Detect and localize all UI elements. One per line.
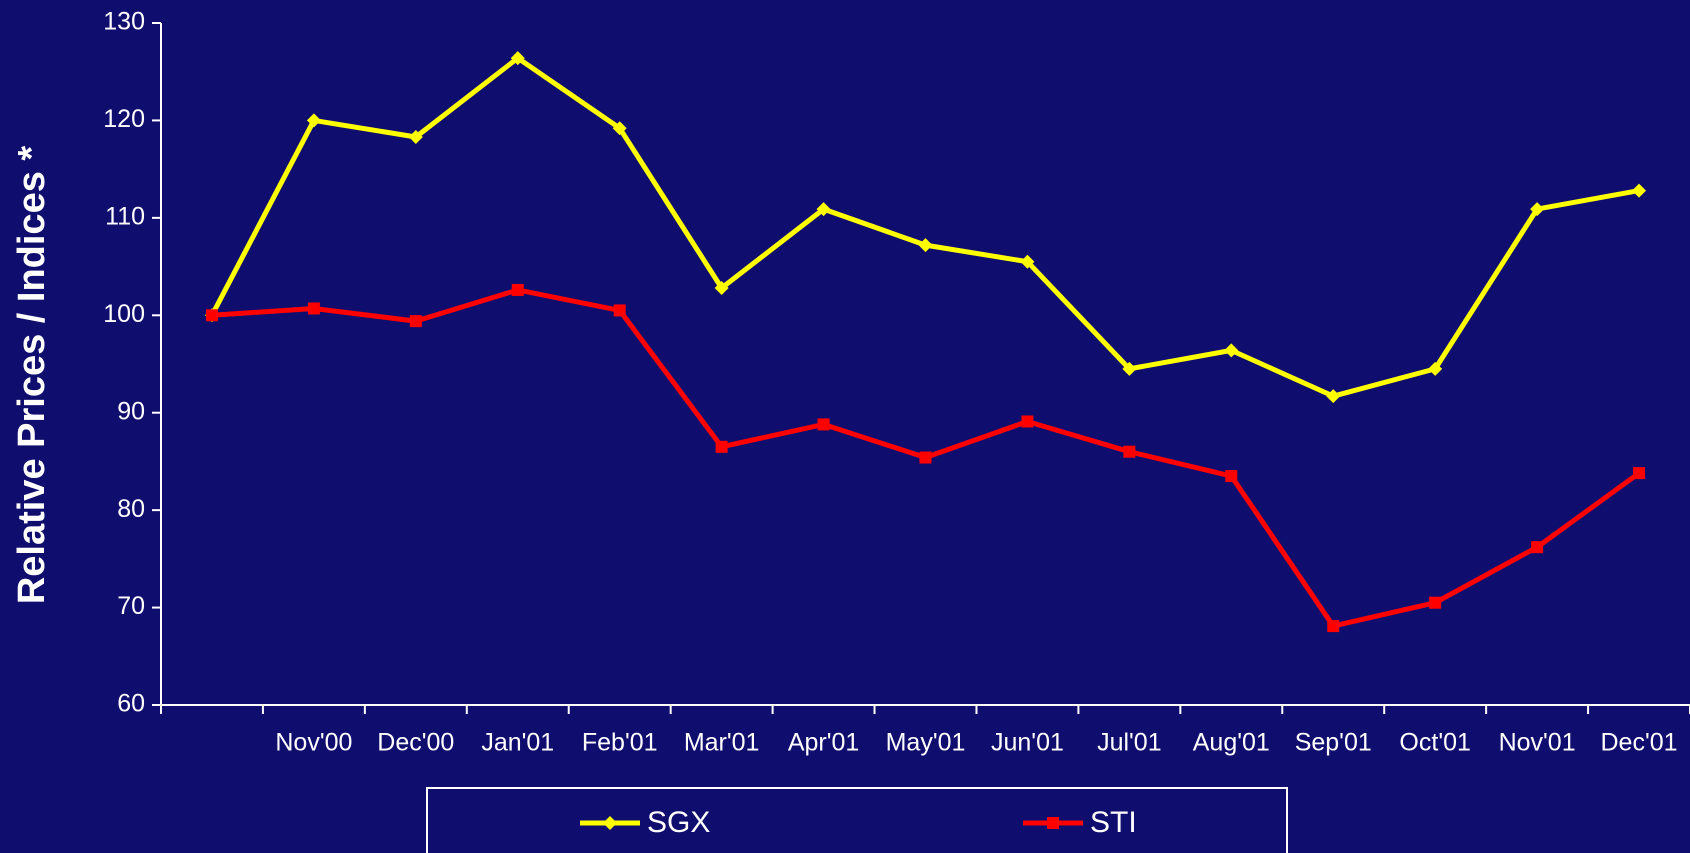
- y-tick-label: 60: [117, 690, 145, 718]
- x-tick-label: Feb'01: [582, 729, 658, 757]
- x-tick-label: Jan'01: [481, 729, 554, 757]
- y-tick-label: 80: [117, 495, 145, 523]
- data-point: [1429, 596, 1442, 609]
- data-point: [816, 202, 831, 217]
- data-point: [408, 129, 423, 144]
- y-tick-label: 90: [117, 397, 145, 425]
- data-point: [1633, 467, 1646, 480]
- series-line: [209, 55, 1640, 399]
- x-tick-label: Dec'01: [1601, 729, 1678, 757]
- data-point: [715, 440, 728, 453]
- y-tick-label: 100: [103, 300, 145, 328]
- x-tick-label: Jun'01: [991, 729, 1064, 757]
- x-tick-label: Dec'00: [377, 729, 454, 757]
- data-point: [612, 121, 627, 136]
- x-tick-label: Jul'01: [1097, 729, 1162, 757]
- data-point: [1224, 343, 1239, 358]
- x-tick-label: Oct'01: [1399, 729, 1470, 757]
- data-point: [1020, 254, 1035, 269]
- legend-marker: [1047, 817, 1059, 829]
- data-point: [306, 113, 321, 128]
- x-tick-label: Mar'01: [684, 729, 760, 757]
- x-tick-label: Aug'01: [1193, 729, 1270, 757]
- data-point: [1531, 541, 1544, 554]
- data-point: [307, 302, 320, 315]
- legend-text: SGX: [647, 806, 710, 839]
- legend-marker: [603, 816, 617, 830]
- data-point: [1225, 470, 1238, 483]
- data-point: [205, 309, 218, 322]
- data-point: [1122, 361, 1137, 376]
- data-point: [1021, 415, 1034, 428]
- x-tick-label: Nov'00: [275, 729, 352, 757]
- data-point: [510, 51, 525, 66]
- y-tick-label: 120: [103, 105, 145, 133]
- data-point: [1530, 202, 1545, 217]
- x-tick-label: Nov'01: [1499, 729, 1576, 757]
- data-point: [1326, 389, 1341, 404]
- data-point: [511, 283, 524, 296]
- data-point: [613, 304, 626, 317]
- data-point: [1327, 620, 1340, 633]
- data-point: [817, 418, 830, 431]
- data-point: [918, 238, 933, 253]
- y-tick-label: 130: [103, 8, 145, 36]
- data-point: [1632, 183, 1647, 198]
- x-tick-label: Sep'01: [1295, 729, 1372, 757]
- data-point: [1123, 445, 1136, 458]
- y-tick-label: 110: [105, 202, 145, 230]
- data-point: [919, 451, 932, 464]
- x-tick-label: Apr'01: [788, 729, 859, 757]
- data-point: [714, 281, 729, 296]
- y-tick-label: 70: [117, 592, 145, 620]
- legend-box: [426, 787, 1288, 853]
- y-axis-title: Relative Prices / Indices *: [11, 146, 53, 605]
- x-tick-label: May'01: [886, 729, 966, 757]
- legend-text: STI: [1090, 806, 1137, 839]
- data-point: [1428, 361, 1443, 376]
- data-point: [409, 315, 422, 328]
